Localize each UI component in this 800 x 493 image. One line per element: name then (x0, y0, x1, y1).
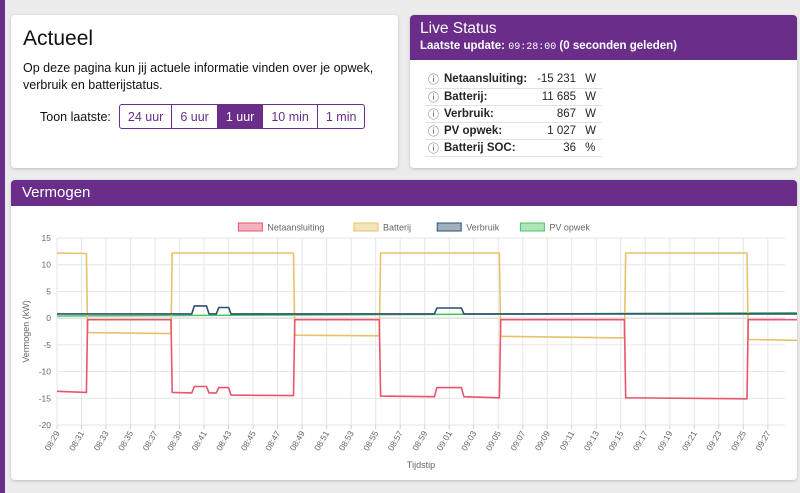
x-tick-label: 08:49 (288, 429, 307, 453)
range-24h-button[interactable]: 24 uur (118, 104, 173, 129)
x-tick-label: 09:01 (435, 429, 454, 453)
x-tick-label: 08:45 (239, 429, 258, 453)
status-label: Verbruik: (441, 105, 534, 123)
actueel-card: Actueel Op deze pagina kun jij actuele i… (11, 15, 398, 168)
legend-label: Batterij (383, 223, 411, 233)
y-tick-label: 10 (42, 260, 52, 270)
status-row-verbruik: ⓘ Verbruik: 867 W (425, 105, 602, 123)
x-tick-label: 09:17 (631, 429, 650, 453)
info-icon[interactable]: ⓘ (425, 88, 441, 106)
range-1h-button[interactable]: 1 uur (216, 104, 264, 129)
legend-swatch (237, 222, 263, 232)
y-tick-label: 5 (46, 286, 51, 296)
x-tick-label: 08:43 (214, 429, 233, 453)
status-value: 867 (533, 105, 580, 123)
status-value: 1 027 (533, 122, 580, 140)
status-row-batterij: ⓘ Batterij: 11 685 W (425, 88, 602, 106)
x-tick-label: 09:19 (655, 429, 674, 453)
status-value: 36 (533, 139, 580, 157)
x-tick-label: 08:31 (67, 429, 86, 453)
status-unit: W (579, 105, 602, 123)
x-tick-label: 09:11 (557, 429, 576, 452)
legend-swatch (436, 222, 462, 232)
x-tick-label: 08:39 (165, 429, 184, 453)
x-tick-label: 09:27 (753, 429, 772, 453)
y-axis-title: Vermogen (kW) (21, 300, 31, 363)
series-line-verbruik (57, 305, 797, 315)
x-tick-label: 09:25 (729, 429, 748, 453)
live-status-table: ⓘ Netaansluiting: -15 231 W ⓘ Batterij: … (425, 71, 602, 157)
legend-label: Netaansluiting (267, 223, 324, 233)
x-tick-label: 08:57 (386, 429, 405, 453)
status-row-netaansluiting: ⓘ Netaansluiting: -15 231 W (425, 71, 602, 89)
status-unit: W (579, 88, 602, 106)
x-tick-label: 09:07 (508, 429, 527, 453)
status-value: -15 231 (533, 71, 580, 89)
x-tick-label: 08:41 (190, 429, 209, 453)
range-10min-button[interactable]: 10 min (262, 104, 318, 129)
info-icon[interactable]: ⓘ (425, 105, 441, 123)
range-6h-button[interactable]: 6 uur (171, 104, 218, 129)
y-tick-label: 15 (42, 233, 52, 243)
info-icon[interactable]: ⓘ (425, 139, 441, 157)
status-row-batterij-soc: ⓘ Batterij SOC: 36 % (425, 139, 602, 157)
legend-swatch (519, 222, 545, 232)
x-tick-label: 09:21 (680, 429, 699, 453)
x-tick-label: 08:53 (337, 429, 356, 453)
status-label: Batterij SOC: (441, 139, 534, 157)
x-tick-label: 09:03 (459, 429, 478, 453)
x-tick-label: 08:37 (140, 429, 159, 453)
live-status-header: Live Status Laatste update: 09:28:00 (0 … (410, 15, 797, 60)
x-tick-label: 08:51 (312, 429, 331, 453)
x-tick-label: 08:47 (263, 429, 282, 453)
x-tick-label: 08:29 (42, 429, 61, 453)
status-unit: % (579, 139, 602, 157)
left-accent-bar (0, 0, 5, 493)
live-status-card: Live Status Laatste update: 09:28:00 (0 … (410, 15, 797, 168)
status-label: Batterij: (441, 88, 534, 106)
status-label: Netaansluiting: (441, 71, 534, 89)
legend-swatch (353, 222, 379, 232)
vermogen-card: Vermogen Netaansluiting Batterij Verbruik P… (11, 180, 797, 480)
status-row-pv-opwek: ⓘ PV opwek: 1 027 W (425, 122, 602, 140)
live-status-title: Live Status (420, 20, 497, 37)
legend-label: PV opwek (549, 223, 590, 233)
series-line-batterij (56, 252, 797, 342)
info-icon[interactable]: ⓘ (425, 122, 441, 140)
y-tick-label: -15 (39, 393, 52, 403)
info-icon[interactable]: ⓘ (425, 71, 441, 89)
x-tick-label: 09:09 (533, 429, 552, 453)
x-tick-label: 09:13 (582, 429, 601, 453)
x-tick-label: 09:23 (704, 429, 723, 453)
x-axis-title: Tijdstip (407, 460, 435, 470)
status-unit: W (579, 122, 602, 140)
legend-label: Verbruik (466, 223, 500, 233)
last-update-label: Laatste update: (420, 40, 505, 52)
status-unit: W (579, 71, 602, 89)
actueel-title: Actueel (23, 27, 94, 50)
x-tick-label: 08:59 (410, 429, 429, 453)
x-tick-label: 08:33 (91, 429, 110, 453)
time-range-button-group: 24 uur 6 uur 1 uur 10 min 1 min (118, 104, 366, 129)
time-range-selector: Toon laatste: 24 uur 6 uur 1 uur 10 min … (40, 104, 366, 129)
y-tick-label: 0 (46, 313, 51, 323)
vermogen-header: Vermogen (11, 180, 797, 206)
last-update-line: Laatste update: 09:28:00 (0 seconden gel… (420, 38, 787, 56)
range-1min-button[interactable]: 1 min (316, 104, 366, 129)
last-update-ago: (0 seconden geleden) (559, 40, 678, 52)
power-chart: Netaansluiting Batterij Verbruik PV opwek 15… (21, 222, 797, 470)
x-tick-label: 08:55 (361, 429, 380, 453)
y-tick-label: -5 (43, 340, 51, 350)
y-tick-label: -20 (39, 420, 52, 430)
last-update-time: 09:28:00 (508, 42, 557, 53)
series-line-netaansluiting (56, 318, 797, 400)
actueel-description: Op deze pagina kun jij actuele informati… (23, 61, 374, 92)
toon-label: Toon laatste: (40, 109, 111, 124)
x-tick-label: 09:05 (484, 429, 503, 453)
x-tick-label: 08:35 (116, 429, 135, 453)
status-value: 11 685 (533, 88, 580, 106)
x-tick-label: 09:15 (606, 429, 625, 453)
y-tick-label: -10 (39, 367, 52, 377)
status-label: PV opwek: (441, 122, 534, 140)
